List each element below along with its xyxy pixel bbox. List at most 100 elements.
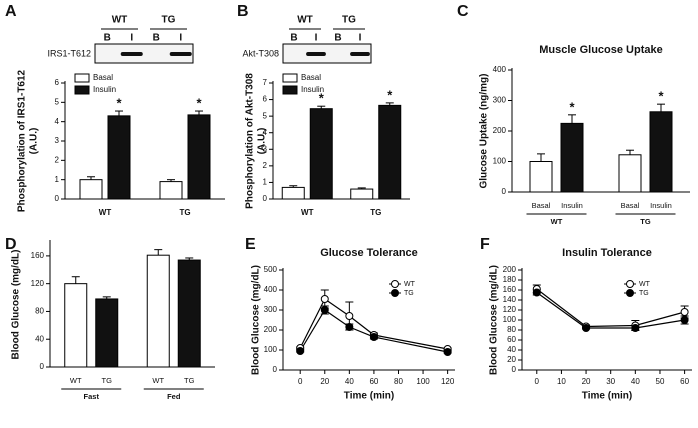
y-tick-label: 80 (35, 307, 44, 316)
point (296, 347, 305, 355)
bar (146, 254, 170, 368)
x-tick-label: WT (99, 208, 112, 217)
y-tick-label: 2 (55, 155, 60, 164)
y-tick-label: 7 (263, 78, 268, 87)
y-tick-label: 0 (502, 187, 507, 196)
blot-box (94, 43, 194, 64)
panel-letter: E (245, 236, 256, 253)
x-tick-label: 40 (631, 377, 640, 386)
y-axis-label: Blood Glucose (mg/dL) (251, 265, 262, 375)
x-tick-label: 40 (345, 377, 354, 386)
panel-letter: D (5, 236, 17, 253)
annotation: * (116, 95, 122, 110)
y-tick-label: 180 (503, 275, 517, 284)
blot-protein: Akt-T308 (242, 48, 279, 58)
y-tick-label: 60 (507, 335, 516, 344)
point (532, 288, 541, 297)
legend-label: WT (404, 281, 416, 288)
y-axis-label: Phosphorylation of IRS1-T612 (17, 69, 28, 212)
legend-label: Insulin (301, 85, 324, 94)
blot-group: WT (297, 15, 313, 26)
bar (177, 259, 201, 368)
point (320, 295, 329, 303)
y-tick-label: 3 (55, 136, 60, 145)
x-tick-label: 120 (441, 377, 455, 386)
y-axis-label: Blood Glucose (mg/dL) (11, 250, 22, 360)
y-tick-label: 500 (264, 265, 278, 274)
y-tick-label: 1 (55, 175, 60, 184)
x-tick-label: 0 (298, 377, 303, 386)
blot-lane: I (179, 33, 182, 44)
y-tick-label: 0 (40, 362, 45, 371)
point (680, 316, 689, 324)
panel-letter: F (480, 236, 490, 253)
legend-marker (626, 289, 634, 297)
y-tick-label: 4 (263, 128, 268, 137)
legend-label: TG (404, 290, 414, 297)
legend-swatch (282, 73, 298, 83)
y-tick-label: 3 (263, 144, 268, 153)
legend-label: WT (639, 281, 651, 288)
y-tick-label: 160 (31, 251, 45, 260)
panel-letter: C (457, 3, 469, 20)
x-tick-label: 20 (320, 377, 329, 386)
blot-band (306, 52, 326, 56)
blot-lane: B (334, 33, 341, 44)
point (345, 323, 354, 331)
blot-group: TG (342, 15, 356, 26)
y-tick-label: 5 (263, 111, 268, 120)
blot-lane: I (315, 33, 318, 44)
y-tick-label: 80 (507, 325, 516, 334)
x-tick-label: 20 (582, 377, 591, 386)
x-tick-label: 100 (416, 377, 430, 386)
x-tick-label: 80 (394, 377, 403, 386)
blot-box (282, 43, 372, 64)
bar (159, 181, 183, 200)
blot-lane: I (359, 33, 362, 44)
bar (350, 188, 374, 200)
bar (649, 111, 673, 193)
series-line (536, 292, 685, 329)
y-tick-label: 6 (55, 78, 60, 87)
panel-letter: A (5, 3, 17, 20)
bar (79, 179, 103, 200)
y-axis-label: (A.U.) (257, 128, 268, 155)
x-tick-label: Basal (621, 201, 640, 210)
x-axis-label: Time (min) (582, 391, 632, 402)
bar (64, 283, 88, 368)
x-tick-label: WT (152, 376, 164, 385)
annotation: * (196, 95, 202, 110)
y-axis-label: Blood Glucose (mg/dL) (489, 265, 500, 375)
y-tick-label: 160 (503, 285, 517, 294)
y-tick-label: 0 (512, 365, 517, 374)
blot-protein: IRS1-T612 (47, 48, 91, 58)
group-label: Fed (167, 392, 181, 401)
bar (309, 108, 333, 200)
y-tick-label: 4 (55, 117, 60, 126)
point (345, 312, 354, 320)
legend-swatch (74, 73, 90, 83)
blot-lane: B (104, 33, 111, 44)
x-tick-label: 30 (606, 377, 615, 386)
point (320, 306, 329, 314)
blot-group: TG (162, 15, 176, 26)
blot-lane: I (130, 33, 133, 44)
y-tick-label: 1 (263, 178, 268, 187)
blot-band (169, 52, 192, 56)
blot-lane: B (290, 33, 297, 44)
x-tick-label: 60 (680, 377, 689, 386)
annotation: * (387, 87, 393, 102)
y-tick-label: 140 (503, 295, 517, 304)
blot-band (350, 52, 370, 56)
chart-title: Insulin Tolerance (562, 247, 652, 259)
series-line (536, 288, 685, 328)
x-tick-label: TG (184, 376, 195, 385)
chart-title: Glucose Tolerance (320, 247, 418, 259)
y-tick-label: 40 (507, 345, 516, 354)
point (631, 324, 640, 332)
bar (107, 115, 131, 200)
legend-label: Basal (301, 73, 321, 82)
bar (95, 298, 119, 368)
x-tick-label: 10 (557, 377, 566, 386)
